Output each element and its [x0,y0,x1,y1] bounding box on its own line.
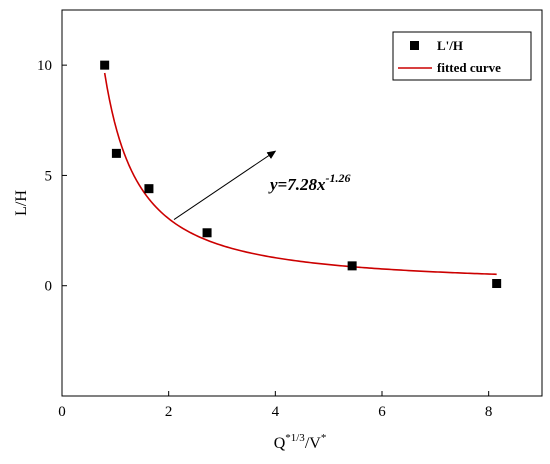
y-axis-title: L/H [13,190,30,216]
x-tick-label: 0 [58,404,66,420]
plot-frame [61,9,543,397]
x-title-sup2: * [321,432,327,444]
y-tick-label: 5 [45,168,53,184]
data-point [111,148,121,158]
data-points [100,60,502,289]
legend-label-points: L'/H [437,38,463,53]
y-tick-label: 0 [45,279,53,295]
x-axis-title: Q*1/3/V* [274,432,327,452]
data-point [202,228,212,238]
eq-coeff: =7.28 [278,175,318,194]
data-point [347,261,357,271]
fitted-curve-line [103,72,497,276]
data-point [100,60,110,70]
x-title-sup: *1/3 [285,432,305,444]
annotation-equation: y=7.28x-1.26 [268,171,350,194]
x-title-q: Q [274,435,286,452]
data-point [144,184,154,194]
annotation-arrow [173,150,277,220]
x-tick-label: 4 [272,404,280,420]
x-tick-label: 6 [378,404,386,420]
eq-x-var: x [316,175,326,194]
y-axis-ticks: 0 5 10 [37,58,67,295]
x-title-rest: /V [305,435,321,452]
x-tick-label: 8 [485,404,493,420]
data-point [492,279,502,289]
eq-y-var: y [268,175,278,194]
legend-box [392,31,532,81]
legend: L'/H fitted curve [392,31,532,81]
eq-exponent: -1.26 [325,171,350,185]
x-tick-label: 2 [165,404,173,420]
legend-square-marker [410,41,419,50]
y-tick-label: 10 [37,58,52,74]
legend-label-fit: fitted curve [437,60,501,75]
x-axis-ticks: 0 2 4 6 8 [58,391,492,420]
